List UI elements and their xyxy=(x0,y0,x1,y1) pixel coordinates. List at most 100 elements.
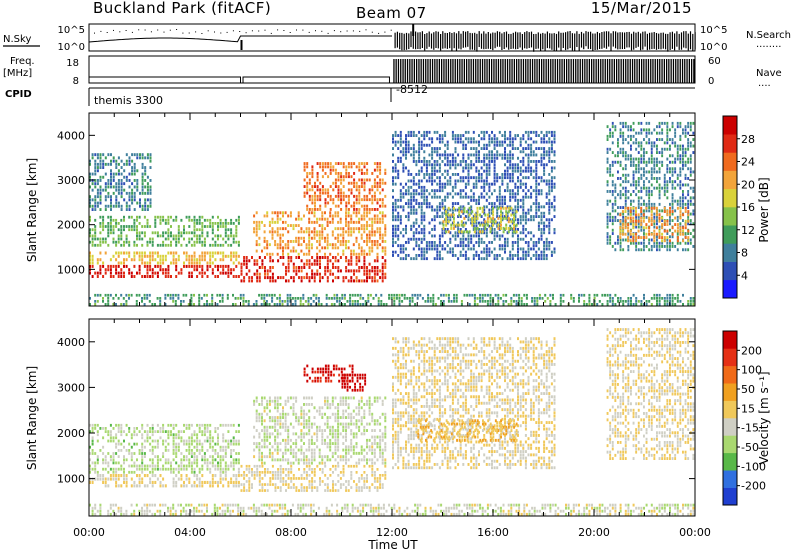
power-cell xyxy=(476,303,479,306)
power-cell xyxy=(550,134,553,137)
power-cell xyxy=(392,134,394,137)
power-cell xyxy=(478,150,480,154)
power-cell xyxy=(656,219,658,222)
power-cell xyxy=(431,153,434,157)
power-cell xyxy=(380,293,383,297)
power-cell xyxy=(635,186,638,190)
power-cell xyxy=(305,276,308,280)
power-cell xyxy=(627,297,630,300)
power-cell xyxy=(325,293,328,297)
power-cell xyxy=(107,222,110,225)
noise-bar xyxy=(440,34,442,51)
power-cell xyxy=(517,250,519,254)
power-ytick-label: 1000 xyxy=(57,263,85,276)
power-cell xyxy=(617,300,619,303)
power-cell xyxy=(506,185,509,189)
power-cell xyxy=(366,227,368,231)
noise-bar xyxy=(465,31,467,48)
power-cell xyxy=(506,137,509,141)
power-cell xyxy=(141,225,144,228)
power-cell xyxy=(196,228,199,232)
power-cell xyxy=(467,241,470,244)
power-cell xyxy=(485,147,488,150)
power-cell xyxy=(136,237,138,241)
power-cell xyxy=(606,199,609,203)
power-cell xyxy=(509,156,512,160)
power-cell xyxy=(447,300,450,303)
power-cell xyxy=(289,297,292,300)
power-cell xyxy=(412,156,415,160)
power-cell xyxy=(381,249,384,253)
noise-bar xyxy=(505,31,508,48)
nave-bar xyxy=(529,59,531,83)
power-cell xyxy=(94,198,97,202)
power-cell xyxy=(107,204,110,208)
power-cell xyxy=(609,170,612,174)
power-cell xyxy=(441,231,444,235)
power-cell xyxy=(399,247,402,251)
power-cell xyxy=(611,209,614,213)
power-cell xyxy=(663,219,666,223)
power-cell xyxy=(485,169,488,173)
power-cell xyxy=(498,244,501,248)
power-cell xyxy=(511,147,514,150)
power-cell xyxy=(488,169,491,173)
power-cell xyxy=(415,218,418,222)
noise-bar xyxy=(437,31,439,49)
power-cell xyxy=(373,191,376,195)
power-cell xyxy=(350,227,353,231)
noise-bar xyxy=(503,32,505,49)
power-cell xyxy=(511,166,514,170)
noise-left-tick-bottom: 10^0 xyxy=(58,42,85,53)
power-cell xyxy=(438,195,441,199)
power-cell xyxy=(368,262,371,266)
power-cell xyxy=(190,258,193,262)
power-cell xyxy=(640,141,643,145)
power-cell xyxy=(333,303,336,306)
nave-bar xyxy=(659,59,661,83)
power-cell xyxy=(172,258,175,262)
power-cell xyxy=(509,176,512,180)
power-cell xyxy=(658,167,661,171)
power-cell xyxy=(536,297,539,300)
power-cell xyxy=(376,269,379,273)
power-cell xyxy=(663,147,666,151)
power-cell xyxy=(619,226,622,230)
power-cell xyxy=(658,219,661,223)
power-cell xyxy=(682,293,684,297)
power-cell xyxy=(371,172,374,175)
power-cell xyxy=(347,240,350,243)
power-cell xyxy=(326,266,329,269)
power-cell xyxy=(475,221,478,225)
noise-bar xyxy=(576,31,578,47)
power-cell xyxy=(381,246,384,250)
power-cell xyxy=(501,198,504,202)
power-cell xyxy=(635,213,637,217)
power-cell xyxy=(425,166,428,170)
power-cell xyxy=(350,175,353,179)
power-cell xyxy=(509,208,512,212)
power-cell xyxy=(619,134,622,138)
power-cell xyxy=(410,134,413,137)
power-cell xyxy=(632,177,635,180)
power-cell xyxy=(475,185,478,189)
power-cell xyxy=(637,241,640,245)
power-cell xyxy=(533,297,536,300)
power-cell xyxy=(481,206,484,210)
power-cell xyxy=(380,300,383,303)
power-cell xyxy=(622,147,625,151)
power-cell xyxy=(483,169,486,173)
power-cell xyxy=(136,225,138,228)
power-cell xyxy=(553,176,556,180)
power-cell xyxy=(501,202,504,205)
power-cell xyxy=(224,254,227,258)
noise-search-dot xyxy=(232,30,234,32)
power-cell xyxy=(331,217,334,221)
power-cell xyxy=(193,231,196,235)
power-cell xyxy=(491,205,493,209)
power-cell xyxy=(464,137,467,141)
power-cell xyxy=(689,170,692,174)
power-cell xyxy=(131,153,134,157)
power-cell xyxy=(507,220,510,224)
power-cell xyxy=(530,166,533,170)
